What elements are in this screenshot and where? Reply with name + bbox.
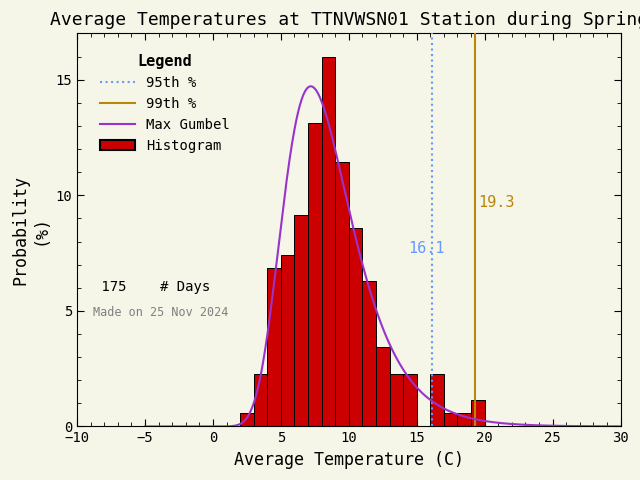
Bar bbox=[268, 268, 281, 426]
Bar bbox=[335, 162, 349, 426]
Bar bbox=[390, 373, 403, 426]
Bar bbox=[376, 347, 390, 426]
Bar bbox=[308, 123, 322, 426]
Bar bbox=[281, 255, 294, 426]
Text: 19.3: 19.3 bbox=[478, 195, 515, 210]
Bar bbox=[349, 228, 362, 426]
Bar bbox=[458, 413, 471, 426]
Bar bbox=[362, 281, 376, 426]
Text: 175    # Days: 175 # Days bbox=[93, 280, 211, 294]
Bar bbox=[294, 215, 308, 426]
Bar bbox=[322, 57, 335, 426]
Bar bbox=[253, 373, 268, 426]
X-axis label: Average Temperature (C): Average Temperature (C) bbox=[234, 451, 464, 469]
Bar bbox=[430, 373, 444, 426]
Bar bbox=[444, 413, 458, 426]
Bar bbox=[240, 413, 253, 426]
Title: Average Temperatures at TTNVWSN01 Station during Spring: Average Temperatures at TTNVWSN01 Statio… bbox=[50, 11, 640, 29]
Bar bbox=[403, 373, 417, 426]
Legend: 95th %, 99th %, Max Gumbel, Histogram: 95th %, 99th %, Max Gumbel, Histogram bbox=[95, 48, 236, 158]
Bar bbox=[471, 400, 484, 426]
Y-axis label: Probability
(%): Probability (%) bbox=[11, 175, 50, 285]
Text: Made on 25 Nov 2024: Made on 25 Nov 2024 bbox=[93, 306, 228, 319]
Text: 16.1: 16.1 bbox=[408, 241, 445, 256]
